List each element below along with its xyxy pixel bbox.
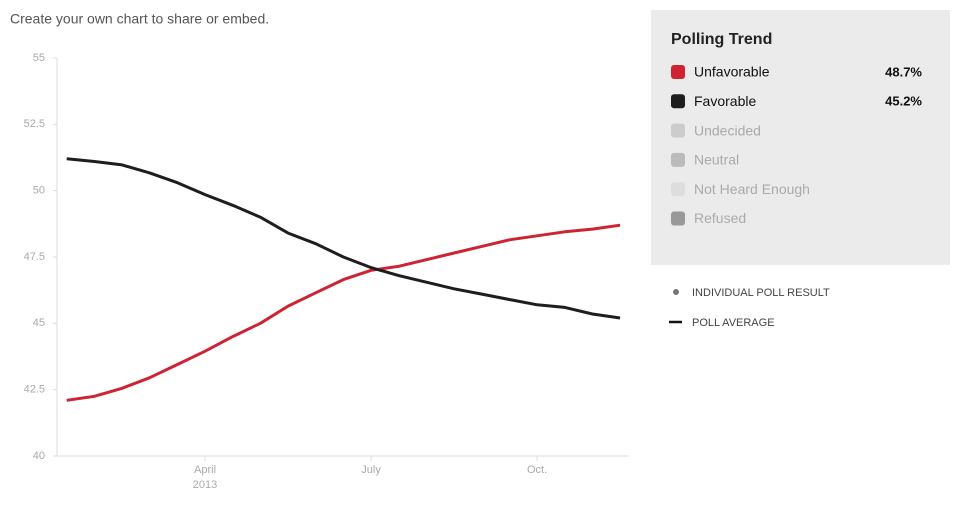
legend-swatch bbox=[671, 123, 685, 138]
legend-swatch bbox=[671, 94, 685, 109]
x-tick-label: July bbox=[361, 464, 381, 476]
y-tick-label: 47.5 bbox=[24, 251, 45, 263]
series-line bbox=[66, 223, 621, 402]
x-year-label: 2013 bbox=[193, 479, 217, 491]
legend-swatch bbox=[671, 182, 685, 197]
y-tick-label: 42.5 bbox=[24, 384, 45, 396]
legend-label: Unfavorable bbox=[694, 64, 770, 80]
legend-label: Favorable bbox=[694, 93, 756, 109]
legend-label: Undecided bbox=[694, 122, 761, 138]
legend-swatch bbox=[671, 152, 685, 167]
key-poll: INDIVIDUAL POLL RESULT bbox=[692, 287, 830, 299]
legend-label: Refused bbox=[694, 210, 746, 226]
legend-swatch bbox=[671, 211, 685, 226]
y-tick-label: 52.5 bbox=[24, 118, 45, 130]
key-average: POLL AVERAGE bbox=[692, 317, 775, 329]
legend-value: 45.2% bbox=[885, 94, 922, 109]
y-tick-label: 40 bbox=[33, 450, 45, 462]
legend-swatch bbox=[671, 65, 685, 79]
legend-label: Not Heard Enough bbox=[694, 181, 810, 197]
header: Create your own chart to share or embed. bbox=[10, 11, 269, 27]
y-tick-label: 45 bbox=[33, 317, 45, 329]
y-tick-label: 50 bbox=[33, 185, 45, 197]
legend-value: 48.7% bbox=[885, 64, 922, 79]
key-dot bbox=[673, 289, 679, 295]
legend-label: Neutral bbox=[694, 152, 739, 168]
x-tick-label: Oct. bbox=[527, 464, 547, 476]
y-tick-label: 55 bbox=[33, 52, 45, 64]
legend-panel bbox=[651, 10, 950, 265]
series-line bbox=[66, 157, 621, 320]
x-tick-label: April bbox=[194, 464, 216, 476]
legend-title: Polling Trend bbox=[671, 31, 772, 48]
